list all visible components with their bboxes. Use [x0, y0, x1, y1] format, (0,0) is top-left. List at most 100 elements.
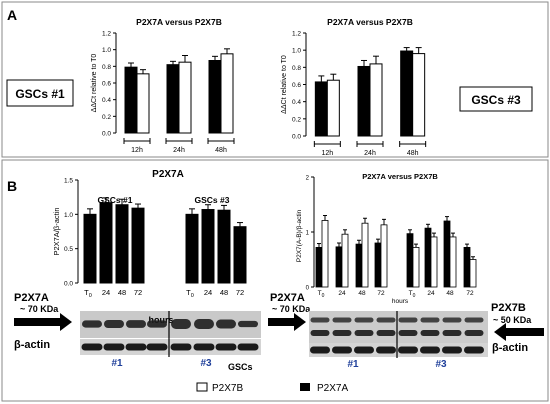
wb-left-actin-band	[146, 343, 168, 351]
chart-qpcr-gscs3: 0.0 0.2 0.4 0.6 0.8 1.0 1.2 P2X7A versus P2X7B Δ…	[281, 17, 427, 157]
panel-a-letter: A	[7, 7, 17, 23]
b2-x-label: 48	[446, 290, 454, 297]
wb-left-actin-band	[193, 343, 215, 351]
a3-ytick-label: 0.4	[292, 99, 301, 106]
b1-x-label: 72	[134, 288, 142, 297]
a3-ylabel: ΔΔCt relative to T0	[281, 55, 288, 114]
b1-ytick-label: 1.5	[64, 178, 73, 185]
b2-ytick-label: 1	[306, 231, 310, 237]
b2-bar-p2x7a-7	[463, 246, 471, 288]
a3-x-label: 24h	[364, 150, 376, 157]
b2-bar-p2x7b-0	[321, 220, 329, 288]
panel-a-frame	[1, 1, 549, 158]
b2-ytick-label: 0	[306, 286, 310, 292]
a1-bar-p2x7b-12h	[136, 73, 150, 134]
a3-x-label: 48h	[407, 150, 419, 157]
wb-right-p2x7b-band	[442, 330, 462, 336]
wb-right-group1: #1	[347, 359, 359, 370]
wb-left-kda-label: ~ 70 KDa	[20, 304, 59, 314]
b1-bar-3	[131, 207, 145, 284]
a1-bar-p2x7a-48h	[208, 60, 222, 134]
wb-right-actin-band	[464, 346, 484, 354]
gscs3-label: GSCs #3	[471, 93, 521, 107]
b1-ytick-label: 1.0	[64, 212, 73, 219]
b1-title: P2X7A	[152, 169, 184, 180]
b2-bar-p2x7b-6	[449, 236, 457, 288]
a1-x-label: 48h	[215, 147, 227, 154]
b2-x-label: 24	[338, 290, 346, 297]
a3-ytick-label: 1.2	[292, 31, 301, 38]
wb-right-p2x7a-band	[376, 317, 396, 323]
b2-bar-p2x7b-5	[430, 236, 438, 288]
a1-title: P2X7A versus P2X7B	[136, 17, 222, 27]
b2-x-label: T0	[409, 290, 416, 299]
b1-ylabel: P2X7A/β-actin	[52, 207, 61, 255]
b1-bar-7	[233, 226, 247, 284]
b2-bar-p2x7b-4	[412, 246, 420, 288]
wb-left-p2x7a-band	[194, 319, 214, 329]
b1-x-label: 48	[220, 288, 228, 297]
wb-left-hours-label: hours	[148, 315, 173, 325]
gscs3-label-box	[459, 86, 533, 112]
b2-bar-p2x7b-3	[380, 224, 388, 288]
b1-group-label-3: GSCs #3	[195, 195, 230, 205]
a1-bar-p2x7b-24h	[178, 61, 192, 134]
legend-swatch-p2x7b	[196, 382, 208, 392]
b1-bar-6	[217, 209, 231, 284]
wb-right-actin-band	[332, 346, 352, 354]
wb-right-actin-band	[354, 346, 374, 354]
a1-ylabel: ΔΔCt relative to T0	[91, 54, 98, 113]
wb-right-p2x7-membrane	[309, 311, 488, 343]
a3-bar-p2x7b-48h	[412, 53, 426, 137]
b1-x-label: T0	[84, 288, 92, 299]
wb-left-p2x7a-band	[82, 320, 102, 328]
wb-right-actin-band	[442, 346, 462, 354]
gscs1-label-box	[6, 79, 74, 107]
wb-left-actin-label: β-actin	[14, 339, 50, 351]
wb-left-actin-band	[81, 343, 103, 351]
western-blot-right: P2X7A ~ 70 KDa P2X7B ~ 50 KDa β-actin #1…	[268, 292, 544, 370]
wb-right-actin-band	[398, 346, 418, 354]
b1-bar-5	[201, 209, 215, 284]
wb-right-arrow-a-icon	[268, 313, 306, 331]
wb-right-group3: #3	[435, 359, 447, 370]
b1-group-label-1: GSCs #1	[98, 195, 133, 205]
wb-right-p2x7a-band	[354, 317, 374, 323]
wb-right-p2x7a-band	[442, 317, 462, 323]
b2-title: P2X7A versus P2X7B	[362, 172, 438, 181]
a3-bar-p2x7a-48h	[400, 50, 414, 137]
b1-bar-1	[99, 202, 113, 284]
a1-x-label: 12h	[131, 147, 143, 154]
a3-ytick-label: 0.6	[292, 82, 301, 89]
a1-ytick-label: 0.6	[102, 81, 111, 88]
legend: P2X7B P2X7A	[196, 382, 348, 394]
wb-left-actin-band	[170, 343, 192, 351]
b2-bar-p2x7b-2	[361, 222, 369, 288]
legend-label-p2x7a: P2X7A	[317, 383, 348, 394]
b2-xlabel: hours	[392, 298, 409, 305]
a1-ytick-label: 1.2	[102, 31, 111, 38]
a3-ytick-label: 0.2	[292, 116, 301, 123]
b2-bar-p2x7b-7	[469, 259, 477, 288]
b1-x-label: 72	[236, 288, 244, 297]
b2-bar-p2x7a-1	[335, 246, 343, 288]
wb-right-p2x7a-label: P2X7A	[270, 292, 305, 304]
b2-ytick-label: 2	[306, 176, 310, 182]
wb-left-p2x7a-band	[238, 320, 258, 328]
a1-ytick-label: 0.8	[102, 64, 111, 71]
b2-x-label: 24	[427, 290, 435, 297]
chart-wb-p2x7a: 0.0 0.5 1.0 1.5 P2X7A P2X7A/β-actin T0 24 48 72 T0…	[52, 169, 247, 299]
panel-b-letter: B	[7, 178, 17, 194]
wb-left-arrow-icon	[14, 313, 72, 331]
b2-bar-p2x7a-6	[443, 220, 451, 288]
b1-bar-2	[115, 204, 129, 284]
wb-right-p2x7a-band	[310, 317, 330, 323]
chart-wb-p2x7a-vs-p2x7b: 0 1 2 P2X7A versus P2X7B P2X7(A-B)/β-actin T0…	[296, 172, 477, 305]
b1-ytick-label: 0.0	[64, 281, 73, 288]
wb-right-p2x7a-band	[332, 317, 352, 323]
b1-x-label: T0	[186, 288, 194, 299]
chart-qpcr-gscs1: 0.0 0.2 0.4 0.6 0.8 1.0 1.2 P2X7A versus P2X7B Δ…	[91, 17, 235, 154]
wb-left-p2x7a-band	[126, 320, 146, 328]
wb-right-kda-a-label: ~ 70 KDa	[272, 304, 311, 314]
western-blot-left: P2X7A ~ 70 KDa hours β-actin GSCs #1 #3	[14, 292, 261, 372]
